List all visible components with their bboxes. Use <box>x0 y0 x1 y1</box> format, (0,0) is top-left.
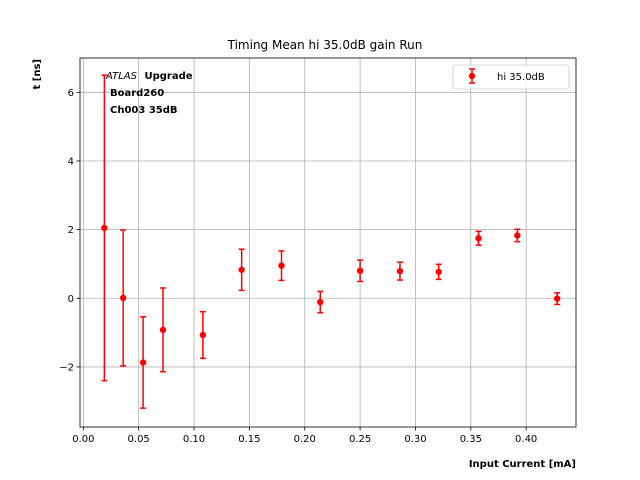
x-axis-ticks: 0.00 0.05 0.10 0.15 0.20 0.25 0.30 0.35 0.40 <box>72 427 537 445</box>
data-point <box>119 294 127 302</box>
x-tick-label: 0.15 <box>238 434 260 445</box>
legend-label: hi 35.0dB <box>497 72 545 83</box>
y-axis-ticks: −2 0 2 4 6 <box>59 88 80 373</box>
legend-box <box>452 64 570 90</box>
atlas-annotation: ATLAS Upgrade Board260 Ch003 35dB <box>105 71 193 116</box>
data-point <box>514 232 521 239</box>
data-point <box>101 224 108 232</box>
y-tick-label: 2 <box>68 225 74 236</box>
data-point <box>278 262 285 269</box>
x-axis-label: Input Current [mA] <box>469 459 576 470</box>
data-point <box>553 295 561 302</box>
x-tick-label: 0.20 <box>294 434 316 445</box>
svg-text:ATLAS Upgrade: ATLAS Upgrade <box>105 71 193 82</box>
x-tick-label: 0.10 <box>183 434 205 445</box>
legend-point <box>468 72 476 80</box>
data-point <box>317 298 324 306</box>
data-point <box>159 326 167 334</box>
annotation-atlas: ATLAS <box>105 71 138 82</box>
annotation-board: Board260 <box>110 88 164 99</box>
x-tick-label: 0.35 <box>460 434 482 445</box>
data-point <box>356 267 364 275</box>
plot-frame <box>79 57 577 428</box>
x-tick-label: 0.30 <box>404 434 426 445</box>
y-axis-label: t [ns] <box>32 59 43 89</box>
data-point <box>396 267 404 275</box>
x-tick-label: 0.25 <box>349 434 371 445</box>
data-point <box>435 268 442 276</box>
chart-title: Timing Mean hi 35.0dB gain Run <box>227 38 423 52</box>
annotation-upgrade: Upgrade <box>144 71 192 82</box>
annotation-channel: Ch003 35dB <box>110 105 178 116</box>
y-tick-label: 0 <box>68 294 74 305</box>
legend: hi 35.0dB <box>452 64 570 90</box>
data-series <box>101 74 561 409</box>
y-tick-label: −2 <box>59 362 74 373</box>
x-tick-label: 0.40 <box>515 434 537 445</box>
data-point <box>238 266 245 273</box>
x-tick-label: 0.05 <box>128 434 150 445</box>
legend-marker <box>468 68 476 84</box>
y-tick-label: 4 <box>68 156 74 167</box>
y-tick-label: 6 <box>68 88 74 99</box>
data-point <box>475 235 482 242</box>
x-tick-label: 0.00 <box>72 434 94 445</box>
data-point <box>139 359 147 366</box>
data-point <box>199 331 207 339</box>
